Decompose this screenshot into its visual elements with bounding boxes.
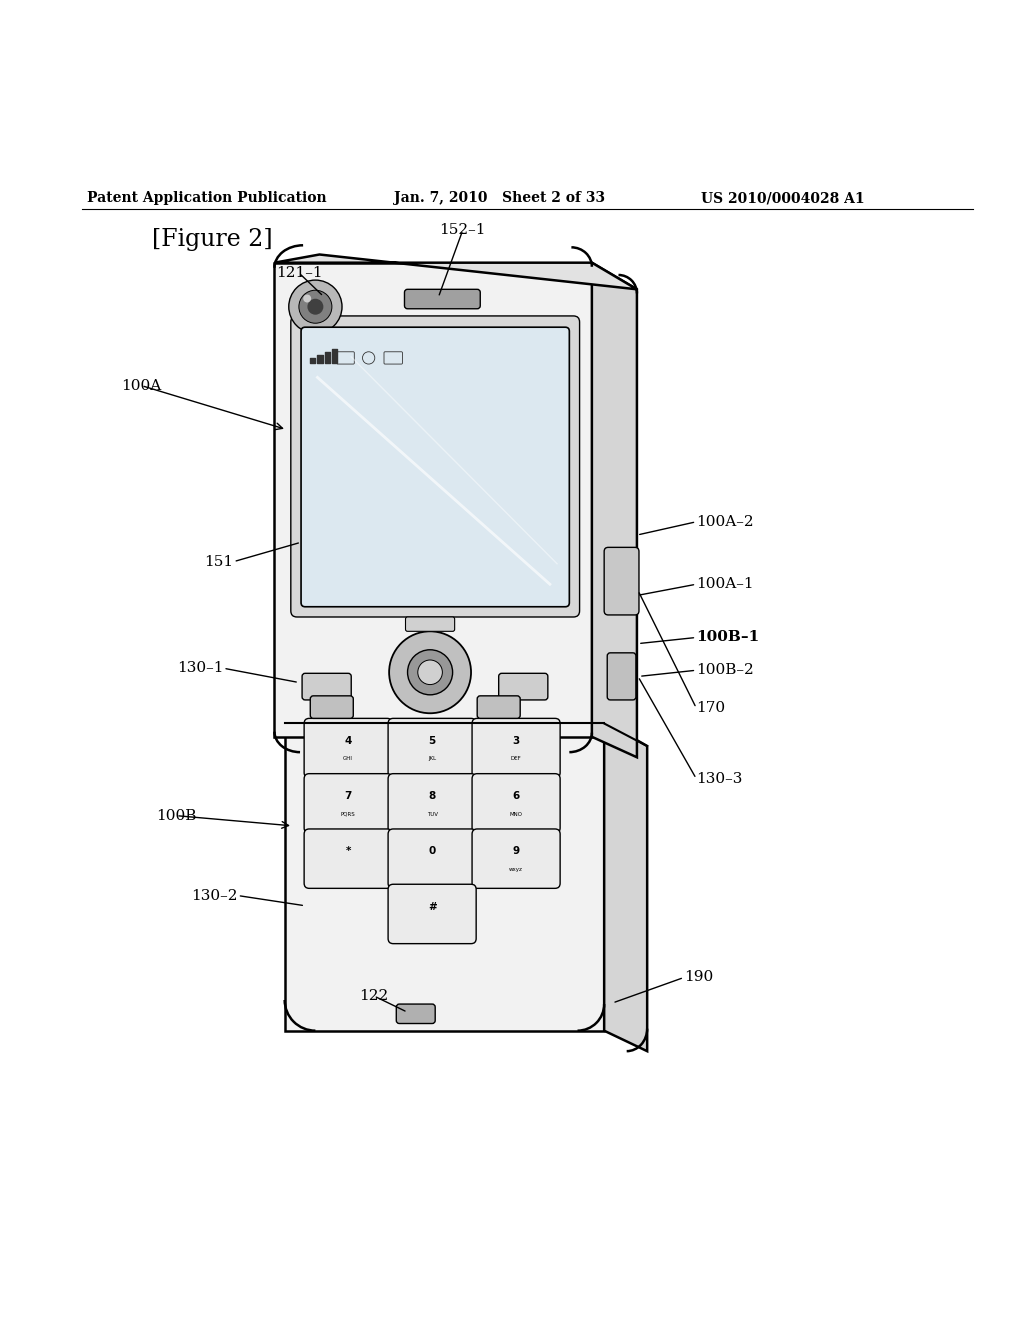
- FancyBboxPatch shape: [388, 829, 476, 888]
- Text: 4: 4: [344, 735, 352, 746]
- FancyBboxPatch shape: [406, 616, 455, 631]
- Text: #: #: [428, 902, 436, 912]
- Text: 130–2: 130–2: [191, 888, 238, 903]
- Circle shape: [307, 298, 324, 314]
- Text: PQRS: PQRS: [341, 812, 355, 817]
- Polygon shape: [274, 263, 592, 737]
- FancyBboxPatch shape: [388, 718, 476, 777]
- FancyBboxPatch shape: [310, 696, 353, 718]
- Text: 6: 6: [512, 791, 520, 801]
- FancyBboxPatch shape: [396, 1005, 435, 1023]
- Circle shape: [418, 660, 442, 685]
- FancyBboxPatch shape: [388, 884, 476, 944]
- Text: 100A–1: 100A–1: [696, 577, 754, 591]
- Text: 100A: 100A: [121, 379, 162, 392]
- Circle shape: [299, 290, 332, 323]
- FancyBboxPatch shape: [301, 327, 569, 607]
- Text: 5: 5: [428, 735, 436, 746]
- Text: 170: 170: [696, 701, 725, 715]
- FancyBboxPatch shape: [607, 653, 636, 700]
- Text: MNO: MNO: [510, 812, 522, 817]
- Text: 190: 190: [684, 970, 714, 985]
- FancyBboxPatch shape: [604, 548, 639, 615]
- Text: 100B–1: 100B–1: [696, 631, 760, 644]
- Text: 121–1: 121–1: [275, 265, 323, 280]
- FancyBboxPatch shape: [472, 718, 560, 777]
- Text: wxyz: wxyz: [509, 867, 523, 873]
- FancyBboxPatch shape: [304, 829, 392, 888]
- Text: 100B–2: 100B–2: [696, 663, 754, 677]
- Text: JKL: JKL: [428, 756, 436, 762]
- Text: *: *: [345, 846, 351, 857]
- Text: Patent Application Publication: Patent Application Publication: [87, 191, 327, 205]
- Text: DEF: DEF: [511, 756, 521, 762]
- Text: TUV: TUV: [427, 812, 437, 817]
- Text: 151: 151: [205, 554, 233, 569]
- FancyBboxPatch shape: [388, 774, 476, 833]
- FancyBboxPatch shape: [472, 774, 560, 833]
- Text: 130–3: 130–3: [696, 772, 742, 785]
- Text: Jan. 7, 2010   Sheet 2 of 33: Jan. 7, 2010 Sheet 2 of 33: [394, 191, 605, 205]
- Circle shape: [289, 280, 342, 334]
- Text: GHI: GHI: [343, 756, 353, 762]
- Polygon shape: [592, 263, 637, 758]
- Circle shape: [303, 294, 311, 302]
- Polygon shape: [285, 722, 604, 1031]
- Circle shape: [389, 631, 471, 713]
- Text: US 2010/0004028 A1: US 2010/0004028 A1: [701, 191, 865, 205]
- Text: [Figure 2]: [Figure 2]: [152, 228, 272, 251]
- FancyBboxPatch shape: [291, 315, 580, 616]
- FancyBboxPatch shape: [499, 673, 548, 700]
- FancyBboxPatch shape: [404, 289, 480, 309]
- Text: 9: 9: [513, 846, 519, 857]
- Text: 100B: 100B: [156, 809, 197, 822]
- Circle shape: [408, 649, 453, 694]
- Text: 130–1: 130–1: [177, 661, 223, 676]
- FancyBboxPatch shape: [477, 696, 520, 718]
- Text: 3: 3: [512, 735, 520, 746]
- Text: 7: 7: [344, 791, 352, 801]
- Polygon shape: [604, 722, 647, 1051]
- Polygon shape: [274, 255, 637, 289]
- FancyBboxPatch shape: [302, 673, 351, 700]
- Text: 8: 8: [428, 791, 436, 801]
- FancyBboxPatch shape: [472, 829, 560, 888]
- Text: 100A–2: 100A–2: [696, 515, 754, 529]
- FancyBboxPatch shape: [304, 718, 392, 777]
- Text: 122: 122: [359, 989, 388, 1003]
- Text: 0: 0: [428, 846, 436, 857]
- Text: 152–1: 152–1: [439, 223, 486, 236]
- FancyBboxPatch shape: [304, 774, 392, 833]
